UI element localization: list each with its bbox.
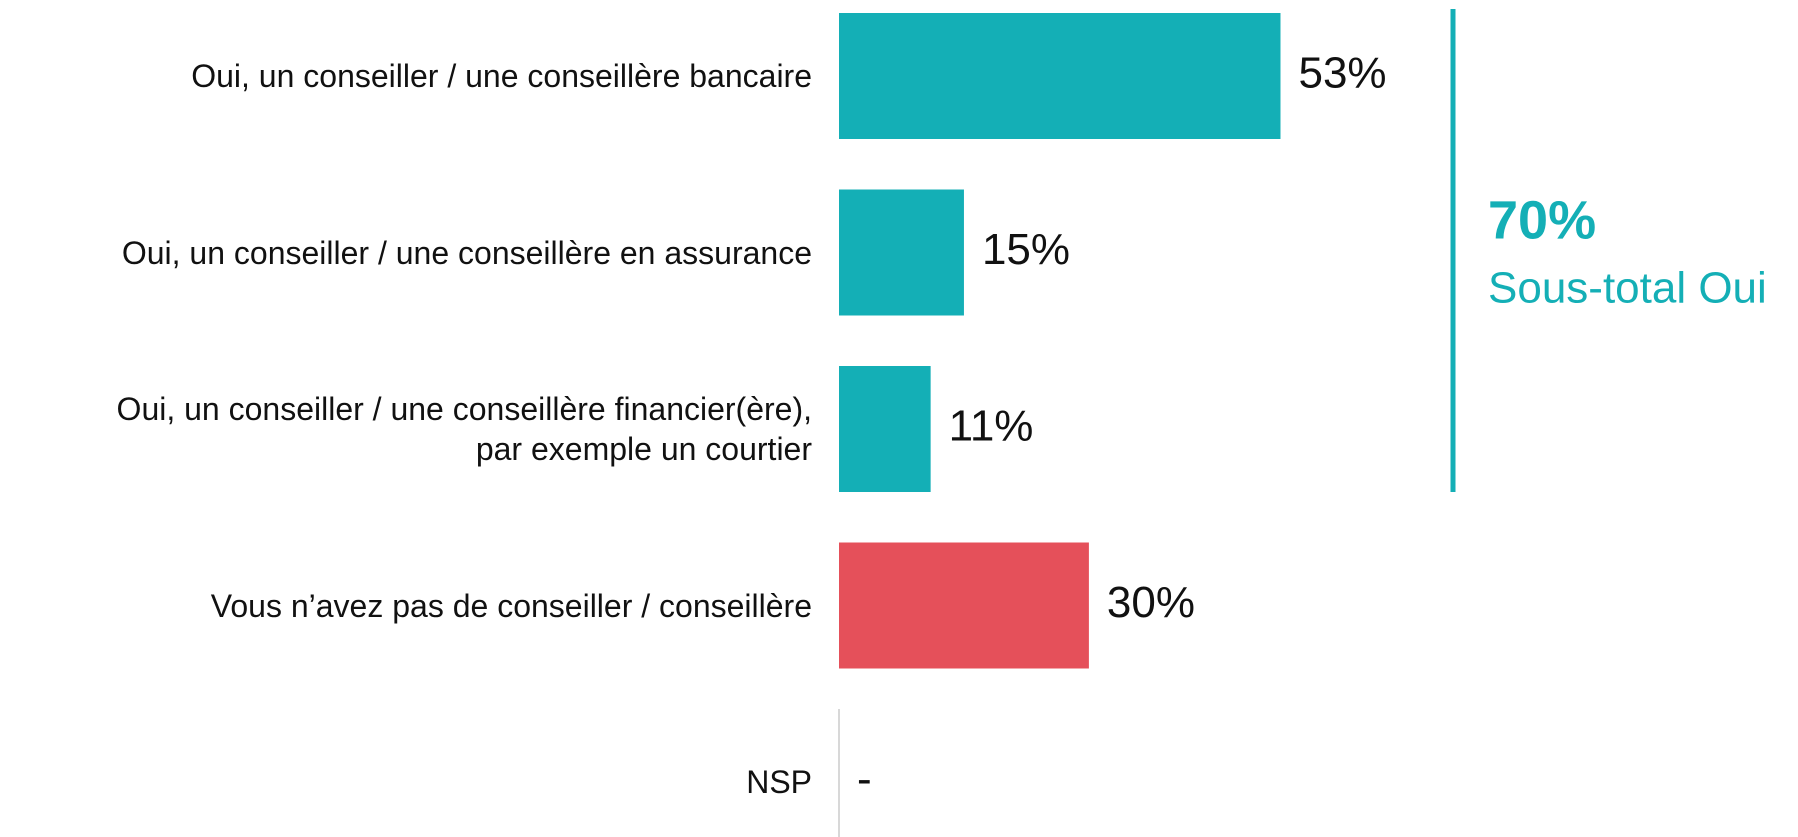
bar — [839, 366, 931, 492]
bar — [839, 13, 1281, 139]
category-label: Oui, un conseiller / une conseillère ban… — [191, 58, 812, 94]
category-label: Oui, un conseiller / une conseillère en … — [121, 234, 812, 271]
value-label: 53% — [1298, 49, 1386, 98]
value-label: 15% — [982, 225, 1070, 274]
bar — [839, 189, 964, 316]
value-label: 11% — [949, 402, 1034, 451]
category-label: NSP — [746, 764, 812, 800]
value-label: 30% — [1107, 578, 1195, 627]
bar — [839, 542, 1089, 669]
category-label: Vous n’avez pas de conseiller / conseill… — [210, 587, 812, 624]
value-label: - — [857, 755, 872, 804]
category-label: Oui, un conseiller / une conseillère fin… — [116, 391, 812, 467]
subtotal-text: Sous-total Oui — [1488, 264, 1767, 313]
subtotal-value: 70% — [1488, 190, 1596, 250]
